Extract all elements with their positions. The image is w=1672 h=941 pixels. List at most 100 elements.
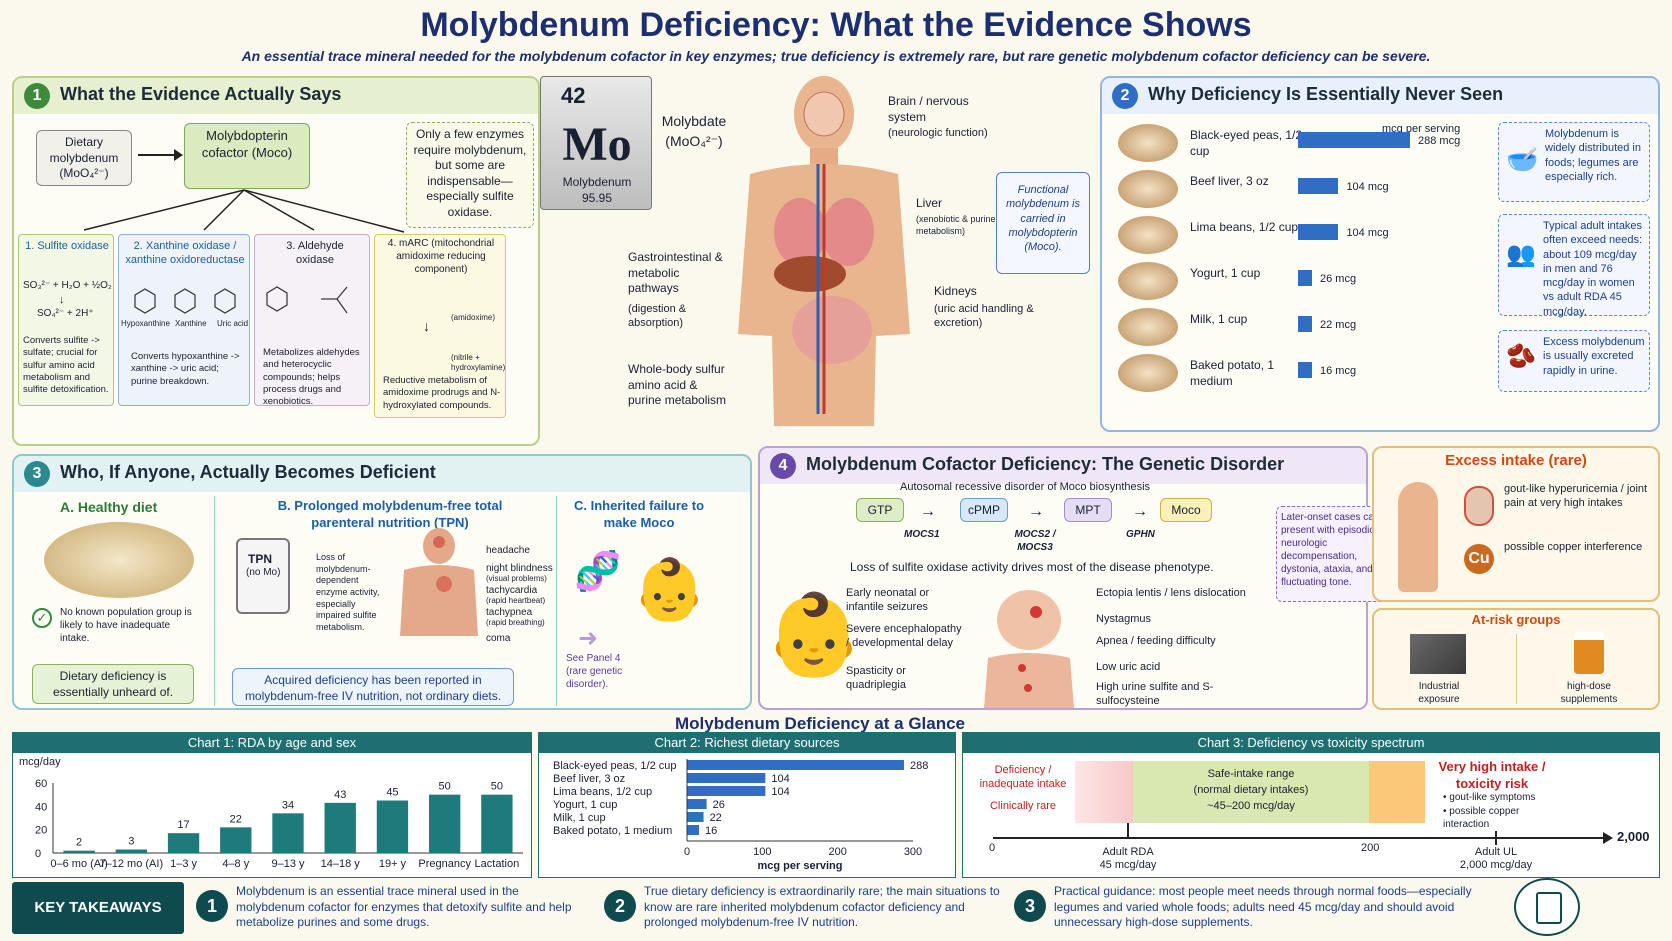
panel-1-number: 1 xyxy=(24,83,50,109)
food-bar-label: 16 mcg xyxy=(1320,365,1357,377)
tpn-label: TPN xyxy=(248,552,272,566)
gene-mocs1: MOCS1 xyxy=(904,529,940,540)
takeaway-1-text: Molybdenum is an essential trace mineral… xyxy=(236,884,572,930)
purine-structures-icon xyxy=(134,288,236,314)
chart-1-category-label: 4–8 y xyxy=(222,858,249,870)
safe-sublabel: (normal dietary intakes) xyxy=(1193,784,1309,796)
food-bar-label: 104 mcg xyxy=(1346,227,1389,239)
food-bar xyxy=(1298,362,1312,378)
gout-text: gout-like hyperuricemia / joint pain at … xyxy=(1504,483,1648,510)
rda-label: Adult RDA xyxy=(1102,846,1154,858)
infant-icon: 👶 xyxy=(764,590,864,679)
symptom-label: headache xyxy=(486,545,530,556)
chart-1-value-label: 34 xyxy=(282,799,294,811)
food-photo-icon xyxy=(1118,170,1178,208)
enzyme-note-box: Only a few enzymes require molybdenum, b… xyxy=(406,122,534,228)
healthy-diet-title: A. Healthy diet xyxy=(60,499,158,515)
arrow-icon: → xyxy=(1028,503,1044,520)
people-icon: 👥 xyxy=(1506,241,1536,268)
rda-marker xyxy=(1127,823,1129,837)
chart-2-bar xyxy=(687,825,700,835)
arrow-head-icon xyxy=(174,149,183,161)
panel-3-header: 3 Who, If Anyone, Actually Becomes Defici… xyxy=(14,456,750,492)
deficiency-sublabel: Clinically rare xyxy=(989,800,1057,812)
hypoxanthine-label: Hypoxanthine xyxy=(121,319,170,328)
toxicity-bullet-2: • possible copper interaction xyxy=(1443,806,1520,830)
clipboard-icon xyxy=(1514,878,1580,936)
safe-range: ~45–200 mcg/day xyxy=(1207,800,1295,812)
symptom-sublabel: (visual problems) xyxy=(486,574,547,583)
spectrum-axis xyxy=(993,837,1605,839)
aldehyde-structure-icon xyxy=(266,286,348,314)
food-bar-label: 26 mcg xyxy=(1320,273,1357,285)
panel-3-number: 3 xyxy=(24,461,50,487)
moco-box: Molybdopterin cofactor (Moco) xyxy=(184,123,310,189)
chart-1-title: Chart 1: RDA by age and sex xyxy=(13,733,531,753)
tpn-title: B. Prolonged molybdenum-free total paren… xyxy=(277,498,503,530)
chart-1-ytick: 40 xyxy=(35,801,47,813)
chart-2-svg: Black-eyed peas, 1/2 cup 288 Beef liver, 3… xyxy=(553,759,928,872)
enzyme-desc: Metabolizes aldehydes and heterocyclic c… xyxy=(263,347,360,408)
chart-1-bar xyxy=(376,800,409,853)
at-risk-title: At-risk groups xyxy=(1471,612,1561,627)
takeaway-3-number: 3 xyxy=(1014,890,1046,922)
dna-icon: 🧬 xyxy=(574,551,622,593)
enzyme-xanthine-oxidase: 2. Xanthine oxidase / xanthine oxidoredu… xyxy=(118,234,250,406)
atomic-number: 42 xyxy=(561,83,586,108)
body-figure-icon xyxy=(1398,482,1438,592)
gi-label: Gastrointestinal & metabolic pathways xyxy=(628,250,723,296)
panel-4-header: 4 Molybdenum Cofactor Deficiency: The Gen… xyxy=(760,448,1366,484)
takeaway-3: 3 Practical guidance: most people meet n… xyxy=(1014,884,1484,934)
arrow-down-icon: ↓ xyxy=(423,318,430,334)
uric-acid-label: Uric acid xyxy=(217,319,249,328)
kidneys-label: Kidneys xyxy=(934,284,977,298)
deficiency-label: Deficiency / inadequate intake xyxy=(979,764,1067,791)
chart-2-category-label: Yogurt, 1 cup xyxy=(553,799,617,811)
note-widely-distributed: Molybdenum is widely distributed in food… xyxy=(1498,122,1650,202)
chart-1-value-label: 2 xyxy=(76,837,82,849)
chart-2-bar xyxy=(687,786,766,796)
page-title: Molybdenum Deficiency: What the Evidence… xyxy=(420,6,1252,44)
food-bar-label: 22 mcg xyxy=(1320,319,1357,331)
liver-sublabel: (xenobiotic & purine metabolism) xyxy=(916,214,996,236)
chart-2-xtick: 100 xyxy=(753,846,771,858)
kidneys-sublabel: (uric acid handling & excretion) xyxy=(934,303,1034,330)
chart-2-value-label: 22 xyxy=(710,812,722,824)
chart-2-value-label: 104 xyxy=(771,773,789,785)
chart-2-category-label: Beef liver, 3 oz xyxy=(553,773,625,785)
copper-text: possible copper interference xyxy=(1504,541,1643,553)
chart-1-bar xyxy=(167,833,200,853)
safe-zone xyxy=(1133,761,1369,823)
panel-2-number: 2 xyxy=(1112,83,1138,109)
enzyme-title: 3. Aldehyde oxidase xyxy=(286,240,344,267)
chart-1-svg: mcg/day 0 20 40 60 2 0–6 mo (AI) 3 7–12 mo (AI) 1… xyxy=(19,756,523,870)
step-gtp: GTP xyxy=(856,498,904,522)
symptom-label: coma xyxy=(486,633,511,644)
symptom-label: tachypnea xyxy=(486,607,533,618)
joint-icon xyxy=(1464,486,1494,526)
note-typical-intakes: Typical adult intakes often exceed needs… xyxy=(1498,214,1650,318)
step-moco: Moco xyxy=(1160,498,1212,522)
symptom-right: Apnea / feeding difficulty xyxy=(1096,635,1216,647)
note-excreted: Excess molybdenum is usually excreted ra… xyxy=(1498,330,1650,392)
toxicity-label: Very high intake / toxicity risk xyxy=(1438,759,1546,791)
copper-icon: Cu xyxy=(1464,544,1494,574)
panel-2-header: 2 Why Deficiency Is Essentially Never See… xyxy=(1102,78,1658,114)
panel-2-title: Why Deficiency Is Essentially Never Seen xyxy=(1148,84,1504,104)
panel-why-never-seen: 2 Why Deficiency Is Essentially Never See… xyxy=(1100,76,1660,432)
panel-at-risk: At-risk groups Industrial exposure high-… xyxy=(1372,608,1660,710)
bowl-icon: 🥣 xyxy=(1506,144,1539,174)
takeaway-3-text: Practical guidance: most people meet nee… xyxy=(1054,884,1472,930)
liver-label: Liver xyxy=(916,196,943,210)
safe-label: Safe-intake range xyxy=(1207,768,1295,780)
enzyme-desc: Converts sulfite -> sulfate; crucial for… xyxy=(23,335,109,396)
food-bar xyxy=(1298,178,1339,194)
chart-1-bar xyxy=(220,827,252,853)
branch-arrows xyxy=(83,189,405,233)
food-name: Milk, 1 cup xyxy=(1190,312,1248,326)
factory-icon xyxy=(1410,634,1466,674)
symptom-right: Low uric acid xyxy=(1096,661,1161,673)
chart-2-value-label: 104 xyxy=(771,786,789,798)
xanthine-label: Xanthine xyxy=(175,319,207,328)
food-bar xyxy=(1298,132,1410,148)
